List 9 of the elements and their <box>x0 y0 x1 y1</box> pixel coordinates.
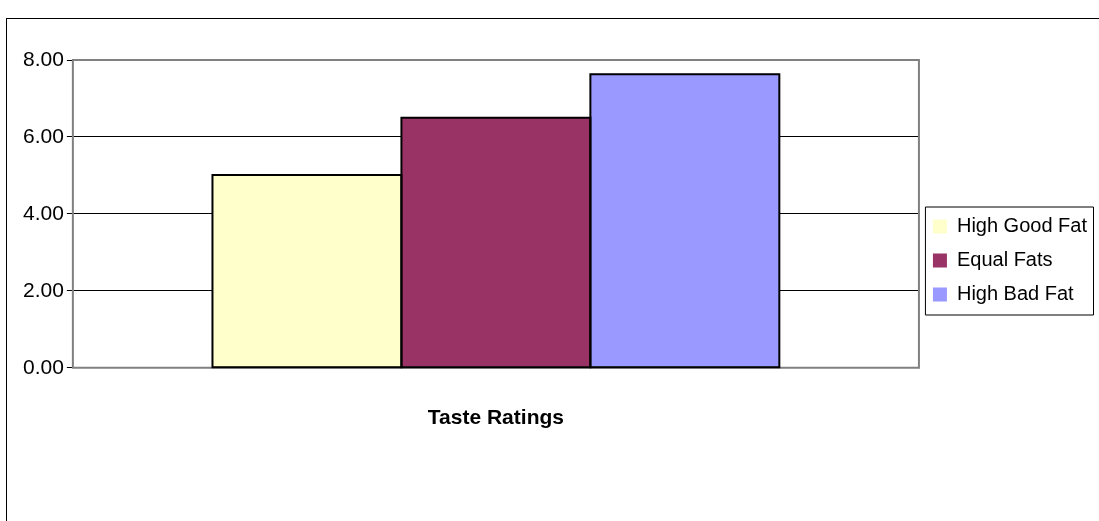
y-tick-label: 0.00 <box>23 354 64 378</box>
x-tick-label: Taste Ratings <box>427 405 564 429</box>
y-tick-label: 4.00 <box>23 200 64 224</box>
y-tick-label: 2.00 <box>23 277 64 301</box>
legend-label: High Bad Fat <box>956 282 1075 305</box>
y-tick-label: 8.00 <box>23 46 64 70</box>
legend-label: Equal Fats <box>956 248 1053 271</box>
legend-label: High Good Fat <box>956 214 1088 237</box>
y-tick-label: 6.00 <box>23 123 64 147</box>
